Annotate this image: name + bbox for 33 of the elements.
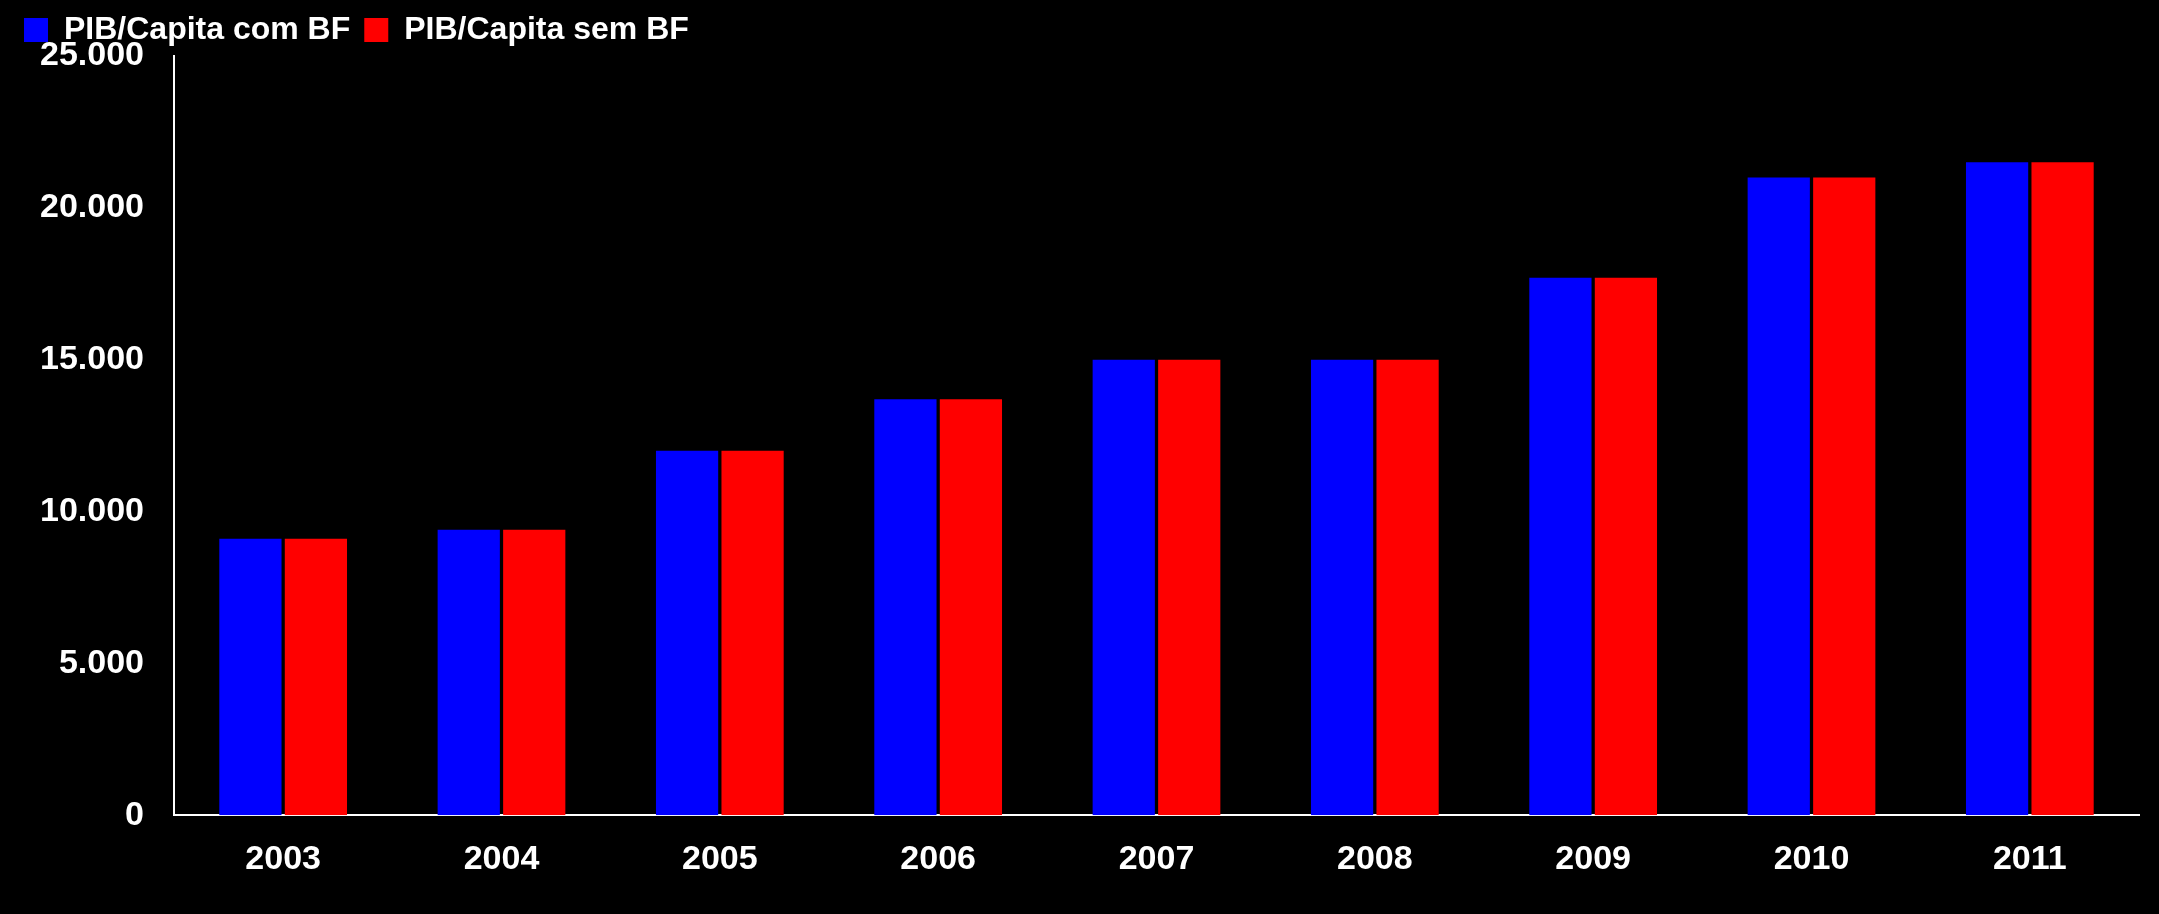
bar: [1813, 177, 1876, 816]
y-tick-label: 0: [125, 793, 144, 832]
bar: [655, 450, 719, 816]
bar: [1965, 162, 2029, 816]
x-tick-label: 2003: [245, 837, 321, 876]
bar: [219, 538, 282, 816]
x-tick-label: 2010: [1773, 837, 1850, 876]
bar: [1747, 177, 1810, 816]
x-tick-label: 2011: [1992, 837, 2067, 876]
x-tick-label: 2006: [900, 837, 976, 876]
bar: [874, 399, 937, 816]
x-tick-label: 2009: [1555, 837, 1631, 876]
legend-label: PIB/Capita sem BF: [404, 9, 689, 46]
bar: [1310, 359, 1374, 816]
bar: [284, 538, 348, 816]
bar: [721, 450, 784, 816]
bar: [1594, 277, 1658, 816]
y-tick-label: 10.000: [39, 489, 144, 528]
bar: [503, 529, 566, 816]
x-tick-label: 2007: [1118, 837, 1195, 876]
bar: [1529, 277, 1592, 816]
y-tick-label: 5.000: [58, 641, 144, 680]
x-tick-label: 2005: [682, 837, 758, 876]
y-tick-label: 15.000: [39, 338, 144, 377]
bar: [2031, 162, 2094, 816]
bar: [437, 529, 500, 816]
bar: [1092, 359, 1155, 816]
x-tick-label: 2008: [1337, 837, 1413, 876]
x-tick-label: 2004: [463, 837, 540, 876]
y-tick-label: 20.000: [39, 186, 144, 225]
bar: [1158, 359, 1221, 816]
bar: [1376, 359, 1439, 816]
bar: [939, 399, 1003, 816]
